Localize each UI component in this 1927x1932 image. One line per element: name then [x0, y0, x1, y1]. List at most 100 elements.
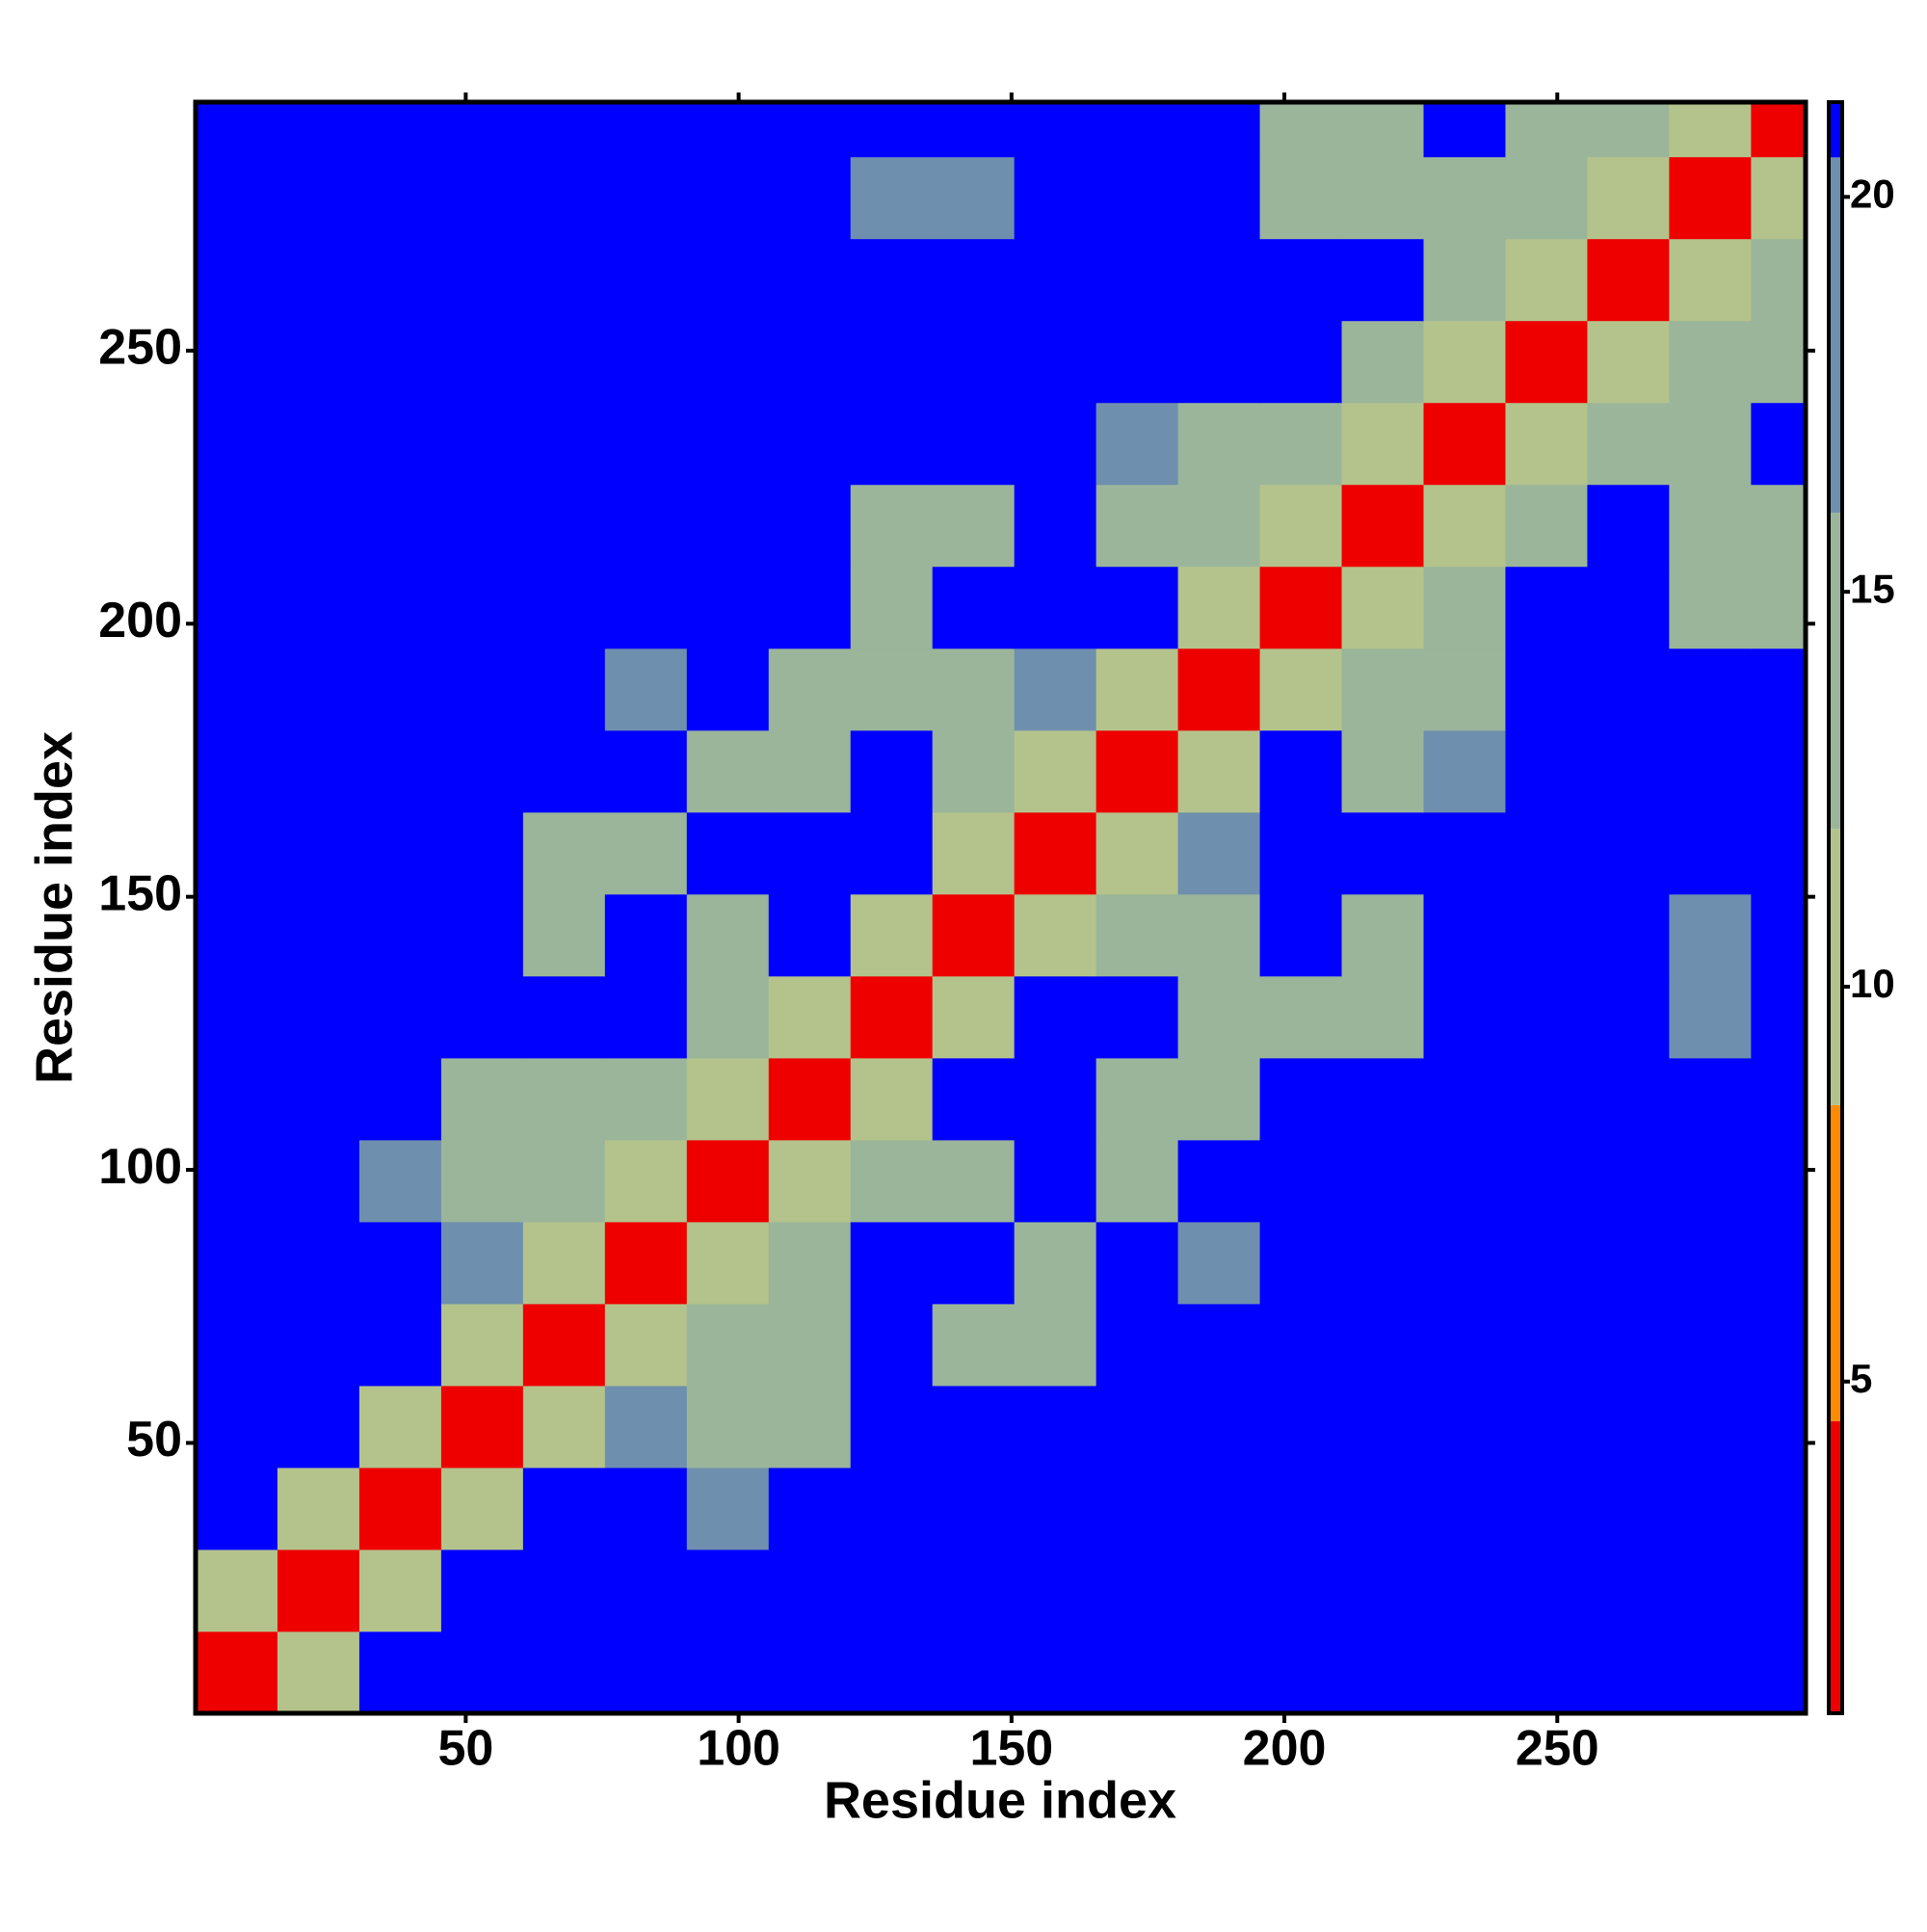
heatmap-cell	[1259, 975, 1343, 1059]
heatmap-cell	[1259, 566, 1343, 649]
heatmap-cell	[604, 729, 688, 813]
heatmap-cell	[1095, 1385, 1179, 1469]
heatmap-cell	[1177, 1467, 1261, 1550]
heatmap-cell	[358, 1630, 442, 1713]
heatmap-cell	[686, 1467, 770, 1550]
heatmap-cell	[1669, 811, 1752, 895]
heatmap-cell	[1259, 238, 1343, 322]
heatmap-cell	[358, 729, 442, 813]
heatmap-cell	[1177, 484, 1261, 568]
heatmap-cell	[1751, 1467, 1806, 1550]
heatmap-cell	[277, 566, 360, 649]
heatmap-cell	[1587, 1139, 1670, 1223]
heatmap-cell	[1341, 1221, 1424, 1305]
heatmap-cell	[1095, 975, 1179, 1059]
heatmap-cell	[1669, 156, 1752, 240]
heatmap-cell	[1177, 1630, 1261, 1713]
heatmap-cell	[358, 1385, 442, 1469]
heatmap-cell	[1587, 1221, 1670, 1305]
heatmap-cell	[1014, 1057, 1097, 1141]
heatmap-cell	[1751, 156, 1806, 240]
heatmap-cell	[1669, 320, 1752, 404]
heatmap-cell	[932, 1221, 1016, 1305]
heatmap-cell	[440, 1057, 524, 1141]
heatmap-cell	[932, 1630, 1016, 1713]
heatmap-cell	[1177, 102, 1261, 158]
heatmap-cell	[1669, 975, 1752, 1059]
heatmap-cell	[932, 1139, 1016, 1223]
heatmap-cell	[604, 566, 688, 649]
heatmap-cell	[1095, 1057, 1179, 1141]
heatmap-cell	[1423, 484, 1506, 568]
heatmap-cell	[1587, 893, 1670, 977]
heatmap-cell	[1587, 1467, 1670, 1550]
heatmap-cell	[277, 729, 360, 813]
heatmap-cell	[1423, 975, 1506, 1059]
heatmap-cell	[686, 1057, 770, 1141]
colorbar-segment	[1829, 157, 1842, 514]
heatmap-cell	[1014, 811, 1097, 895]
heatmap-cell	[277, 1630, 360, 1713]
heatmap-cell	[850, 1630, 934, 1713]
heatmap-cell	[768, 238, 852, 322]
heatmap-cell	[768, 1630, 852, 1713]
heatmap-cell	[522, 975, 606, 1059]
heatmap-cell	[850, 729, 934, 813]
heatmap-cell	[1505, 811, 1588, 895]
heatmap-cell	[1669, 484, 1752, 568]
heatmap-cell	[686, 1139, 770, 1223]
heatmap-cell	[686, 1385, 770, 1469]
heatmap-cell	[440, 1630, 524, 1713]
heatmap-cell	[358, 811, 442, 895]
heatmap-cell	[1014, 320, 1097, 404]
heatmap-cell	[1751, 566, 1806, 649]
heatmap-cell	[277, 1303, 360, 1387]
heatmap-cell	[196, 102, 278, 158]
heatmap-cell	[1095, 102, 1179, 158]
heatmap-cell	[358, 1057, 442, 1141]
heatmap-cell	[1587, 156, 1670, 240]
heatmap-cell	[850, 156, 934, 240]
heatmap-cell	[768, 1303, 852, 1387]
heatmap-cell	[686, 102, 770, 158]
heatmap-cell	[440, 648, 524, 731]
heatmap-cell	[440, 156, 524, 240]
heatmap-cell	[932, 1057, 1016, 1141]
heatmap-cell	[196, 238, 278, 322]
heatmap-cell	[277, 402, 360, 486]
heatmap-cell	[1751, 1548, 1806, 1632]
heatmap-cell	[196, 320, 278, 404]
heatmap-cell	[768, 975, 852, 1059]
heatmap-cell	[440, 1221, 524, 1305]
heatmap-cell	[1095, 1467, 1179, 1550]
heatmap-cell	[440, 1385, 524, 1469]
heatmap-cell	[850, 320, 934, 404]
heatmap-cell	[768, 729, 852, 813]
heatmap-cell	[1014, 402, 1097, 486]
heatmap-cell	[1587, 1630, 1670, 1713]
heatmap-cell	[768, 648, 852, 731]
y-tick-label: 150	[98, 865, 182, 921]
heatmap-cell	[1505, 102, 1588, 158]
heatmap-cell	[932, 1548, 1016, 1632]
heatmap-cell	[1669, 402, 1752, 486]
heatmap-cell	[1341, 1467, 1424, 1550]
heatmap-cell	[1341, 811, 1424, 895]
heatmap-cell	[1259, 811, 1343, 895]
heatmap-cell	[1014, 729, 1097, 813]
heatmap-cell	[1177, 1057, 1261, 1141]
heatmap-cell	[196, 1548, 278, 1632]
heatmap-cell	[1014, 238, 1097, 322]
heatmap-cell	[522, 238, 606, 322]
heatmap-cell	[1177, 320, 1261, 404]
heatmap-cell	[1014, 484, 1097, 568]
heatmap-cell	[1095, 1303, 1179, 1387]
heatmap-cell	[604, 156, 688, 240]
heatmap-cell	[522, 102, 606, 158]
heatmap-cell	[277, 1385, 360, 1469]
heatmap-cell	[1341, 484, 1424, 568]
heatmap-cell	[358, 320, 442, 404]
heatmap-cell	[1095, 729, 1179, 813]
heatmap-cell	[358, 238, 442, 322]
heatmap-cell	[1177, 1139, 1261, 1223]
